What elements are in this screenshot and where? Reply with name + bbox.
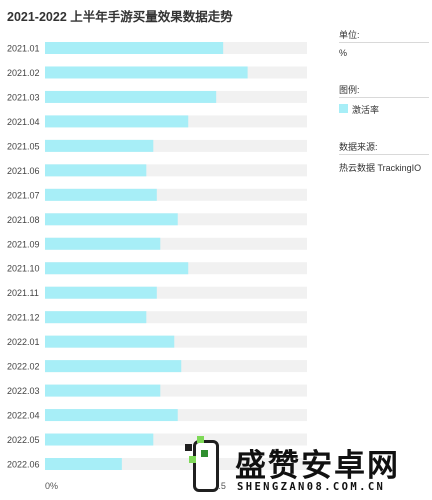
bar bbox=[45, 237, 161, 250]
bar bbox=[45, 311, 147, 324]
legend-swatch bbox=[339, 104, 348, 113]
bar bbox=[45, 115, 189, 128]
category-label: 2022.03 bbox=[7, 386, 40, 396]
bar bbox=[45, 384, 161, 397]
bar bbox=[45, 90, 217, 103]
source-value: 热云数据 TrackingIO bbox=[339, 163, 422, 173]
chart-title: 2021-2022 上半年手游买量效果数据走势 bbox=[7, 10, 233, 24]
bar bbox=[45, 458, 122, 470]
category-label: 2021.11 bbox=[7, 288, 39, 298]
unit-value: % bbox=[339, 48, 348, 58]
x-tick-label: 0% bbox=[45, 481, 58, 491]
bar bbox=[45, 409, 178, 422]
category-label: 2021.06 bbox=[7, 166, 40, 176]
category-label: 2021.03 bbox=[7, 92, 40, 102]
watermark: 盛赞安卓网 SHENGZAN08.COM.CN bbox=[185, 436, 430, 498]
source-label: 数据来源: bbox=[339, 142, 378, 152]
bar bbox=[45, 433, 154, 446]
bar bbox=[45, 286, 157, 299]
logo-square-icon bbox=[201, 450, 208, 457]
category-label: 2022.04 bbox=[7, 411, 40, 421]
bar bbox=[45, 188, 157, 201]
watermark-name: 盛赞安卓网 bbox=[235, 448, 400, 484]
category-label: 2021.04 bbox=[7, 117, 40, 127]
category-label: 2021.09 bbox=[7, 239, 40, 249]
logo-square-icon bbox=[185, 444, 192, 451]
category-label: 2022.02 bbox=[7, 362, 40, 372]
category-label: 2021.01 bbox=[7, 44, 40, 54]
bar bbox=[45, 139, 154, 152]
category-label: 2021.08 bbox=[7, 215, 40, 225]
category-label: 2021.10 bbox=[7, 264, 40, 274]
source-divider bbox=[339, 154, 429, 155]
category-label: 2021.07 bbox=[7, 190, 40, 200]
category-label: 2021.12 bbox=[7, 313, 40, 323]
unit-label: 单位: bbox=[339, 30, 360, 40]
legend-item-label: 激活率 bbox=[352, 105, 380, 115]
bar bbox=[45, 66, 248, 79]
category-label: 2022.01 bbox=[7, 337, 40, 347]
logo-square-icon bbox=[197, 436, 204, 443]
bar bbox=[45, 335, 175, 348]
category-label: 2021.05 bbox=[7, 141, 40, 151]
watermark-url: SHENGZAN08.COM.CN bbox=[237, 481, 386, 493]
category-label: 2022.05 bbox=[7, 435, 40, 445]
legend-label: 图例: bbox=[339, 85, 360, 95]
category-label: 2022.06 bbox=[7, 460, 40, 470]
category-label: 2021.02 bbox=[7, 68, 40, 78]
legend-divider bbox=[339, 97, 429, 98]
phone-logo-icon bbox=[193, 440, 219, 492]
bar bbox=[45, 262, 189, 275]
logo-square-icon bbox=[189, 456, 196, 463]
bar bbox=[45, 42, 224, 54]
unit-divider bbox=[339, 42, 429, 43]
bar bbox=[45, 360, 182, 373]
x-tick-label: 0.5 bbox=[213, 481, 226, 491]
bar bbox=[45, 213, 178, 226]
bar bbox=[45, 164, 147, 177]
